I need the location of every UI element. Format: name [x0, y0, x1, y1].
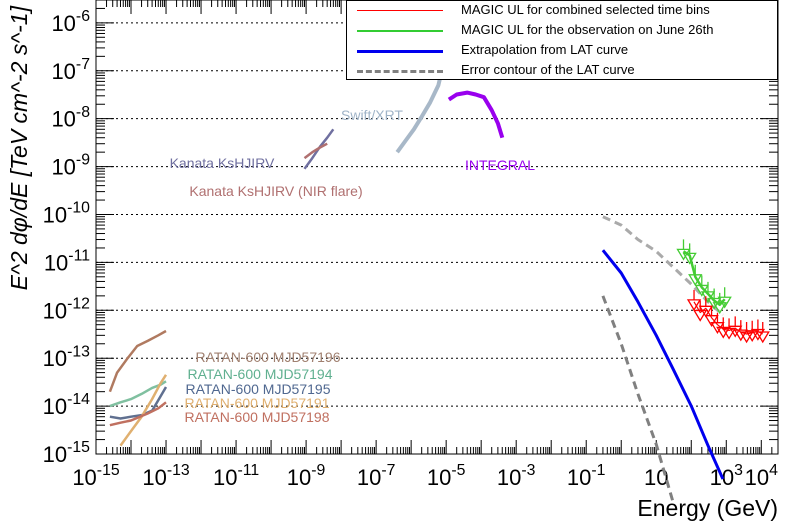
x-tick-label: 103 — [710, 462, 743, 490]
y-axis-title: E^2 dφ/dE [TeV cm^-2 s^-1] — [6, 5, 32, 290]
upper-limit-marker — [717, 287, 732, 309]
upper-limit-marker — [704, 305, 719, 327]
annotation-label: Kanata KsHJIRV — [170, 155, 275, 171]
annotation-label: Swift/XRT — [341, 107, 403, 123]
upper-limit-marker — [750, 319, 766, 341]
x-tick-label: 10-7 — [357, 462, 396, 490]
upper-limit-marker — [686, 289, 702, 312]
y-tick-label: 10-9 — [51, 152, 90, 180]
y-tick-label: 10-14 — [43, 391, 91, 419]
legend-item: Error contour of the LAT curve — [347, 61, 777, 81]
series-line — [108, 329, 167, 393]
x-tick-label: 10-15 — [72, 462, 120, 490]
series-line — [601, 249, 725, 480]
series-line — [602, 215, 724, 317]
x-tick-label: 10-3 — [497, 462, 536, 490]
legend-swatch-lat-error — [357, 70, 443, 73]
annotation-label: Kanata KsHJIRV (NIR flare) — [189, 183, 362, 199]
x-tick-label: 10-5 — [427, 462, 466, 490]
y-tick-label: 10-11 — [44, 247, 90, 275]
upper-limit-marker — [755, 321, 770, 344]
upper-limit-marker — [676, 239, 691, 261]
upper-limit-marker — [716, 317, 731, 339]
y-tick-label: 10-13 — [43, 343, 91, 371]
annotation-label: RATAN-600 MJD57196 — [196, 349, 341, 365]
y-tick-label: 10-8 — [51, 104, 90, 132]
series-line — [303, 142, 328, 160]
x-axis-title: Energy (GeV) — [637, 495, 778, 521]
series-line — [119, 374, 168, 447]
annotation-label: INTEGRAL — [465, 157, 535, 173]
legend-label: MAGIC UL for the observation on June 26t… — [461, 22, 714, 37]
legend-label: Extrapolation from LAT curve — [461, 42, 629, 57]
upper-limit-marker — [706, 288, 722, 310]
legend-label: MAGIC UL for combined selected time bins — [461, 2, 710, 17]
legend-item: MAGIC UL for combined selected time bins — [347, 1, 777, 21]
series-line — [395, 58, 447, 154]
upper-limit-marker — [733, 320, 748, 342]
y-tick-label: 10-12 — [43, 295, 90, 323]
upper-limit-marker — [694, 275, 709, 297]
annotation-label: RATAN-600 MJD57195 — [186, 381, 331, 397]
legend-swatch-magic-combined — [357, 10, 443, 11]
annotation-label: RATAN-600 MJD57194 — [188, 366, 333, 382]
upper-limit-marker — [688, 264, 703, 287]
legend-swatch-lat-extrapolation — [357, 50, 443, 53]
y-tick-label: 10-15 — [43, 439, 91, 467]
series-line — [447, 90, 505, 139]
legend-item: Extrapolation from LAT curve — [347, 41, 777, 61]
series-line — [601, 295, 675, 503]
series-line — [109, 401, 167, 427]
upper-limit-marker — [693, 300, 708, 322]
legend: MAGIC UL for combined selected time bins… — [346, 0, 778, 80]
upper-limit-marker — [728, 316, 743, 338]
x-tick-label: 10-9 — [287, 462, 326, 490]
y-tick-label: 10-6 — [51, 8, 90, 36]
annotation-label: RATAN-600 MJD57198 — [185, 409, 330, 425]
x-tick-label: 10-11 — [213, 462, 259, 490]
upper-limit-marker — [682, 243, 697, 265]
x-tick-label: 10-1 — [567, 462, 606, 490]
plot-frame — [95, 0, 779, 455]
legend-item: MAGIC UL for the observation on June 26t… — [347, 21, 777, 41]
y-tick-label: 10-10 — [43, 200, 91, 228]
upper-limit-marker — [698, 296, 713, 318]
x-tick-label: 104 — [745, 462, 778, 490]
x-tick-label: 10-13 — [142, 462, 190, 490]
y-tick-label: 10-7 — [51, 56, 90, 84]
upper-limit-marker — [700, 281, 716, 304]
legend-swatch-magic-june — [357, 30, 443, 32]
annotation-label: RATAN-600 MJD57191 — [185, 395, 330, 411]
legend-label: Error contour of the LAT curve — [461, 62, 635, 77]
